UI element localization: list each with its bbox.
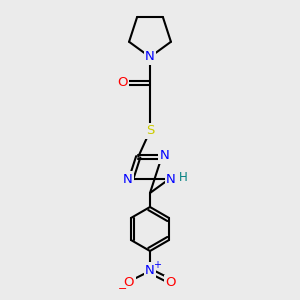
Text: S: S xyxy=(146,124,154,137)
Text: N: N xyxy=(145,50,155,64)
Text: N: N xyxy=(166,173,176,186)
Text: N: N xyxy=(123,173,133,186)
Text: O: O xyxy=(117,76,127,89)
Text: H: H xyxy=(178,171,188,184)
Text: N: N xyxy=(145,263,155,277)
Text: N: N xyxy=(160,149,169,162)
Text: O: O xyxy=(124,277,134,290)
Text: −: − xyxy=(118,284,128,294)
Text: +: + xyxy=(153,260,161,270)
Text: O: O xyxy=(166,277,176,290)
